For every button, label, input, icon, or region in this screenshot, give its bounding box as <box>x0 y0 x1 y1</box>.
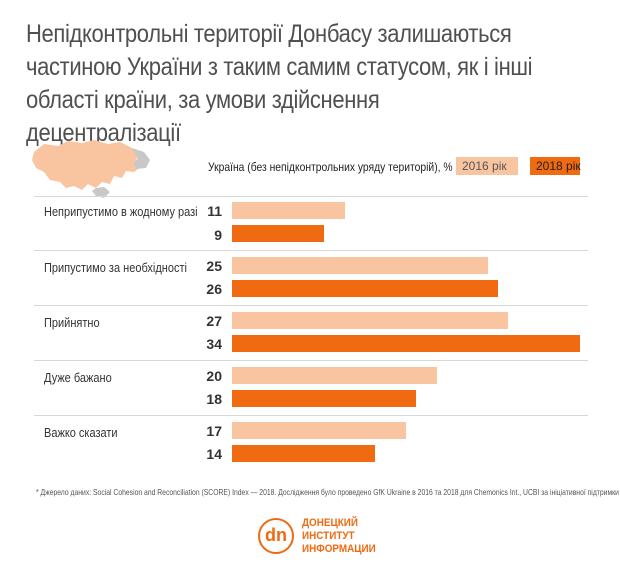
bar-2016 <box>232 312 508 329</box>
bar-2016 <box>232 202 345 219</box>
bar-2016 <box>232 367 437 384</box>
logo-text: ДОНЕЦКИЙ ИНСТИТУТ ИНФОРМАЦИИ <box>302 517 384 556</box>
separator <box>34 196 588 197</box>
bar-2018 <box>232 335 580 352</box>
value-label-2018: 14 <box>206 446 222 462</box>
value-label-2016: 17 <box>206 423 222 439</box>
separator <box>34 305 588 306</box>
bar-2016 <box>232 257 488 274</box>
ukraine-map-icon <box>32 140 150 198</box>
category-label: Важко сказати <box>44 426 118 440</box>
value-label-2018: 18 <box>206 391 222 407</box>
value-label-2018: 34 <box>206 336 222 352</box>
bar-2018 <box>232 445 375 462</box>
legend-item-2018: 2018 рік <box>530 157 581 175</box>
logo-line: ДОНЕЦКИЙ <box>302 517 359 529</box>
logo-mark: dn <box>258 518 294 554</box>
category-label: Дуже бажано <box>44 371 112 385</box>
separator <box>34 250 588 251</box>
value-label-2018: 9 <box>214 227 222 243</box>
bar-2016 <box>232 422 406 439</box>
bar-2018 <box>232 225 324 242</box>
category-label: Неприпустимо в жодному разі <box>44 205 198 219</box>
separator <box>34 415 588 416</box>
category-label: Прийнятно <box>44 316 100 330</box>
value-label-2016: 11 <box>207 203 222 219</box>
separator <box>34 360 588 361</box>
value-label-2016: 27 <box>206 313 222 329</box>
logo-line: ИНСТИТУТ <box>302 530 355 542</box>
value-label-2016: 20 <box>206 368 222 384</box>
source-footnote: * Джерело даних: Social Cohesion and Rec… <box>36 487 620 497</box>
logo-line: ИНФОРМАЦИИ <box>302 543 376 555</box>
bar-2018 <box>232 390 416 407</box>
chart-title: Непідконтрольні території Донбасу залиша… <box>26 20 533 147</box>
value-label-2016: 25 <box>206 258 222 274</box>
legend-item-2016: 2016 рік <box>456 157 518 175</box>
category-label: Припустимо за необхідності <box>44 261 187 275</box>
bar-2018 <box>232 280 498 297</box>
legend-subtitle: Україна (без непідконтрольних уряду тери… <box>208 160 453 174</box>
value-label-2018: 26 <box>206 281 222 297</box>
